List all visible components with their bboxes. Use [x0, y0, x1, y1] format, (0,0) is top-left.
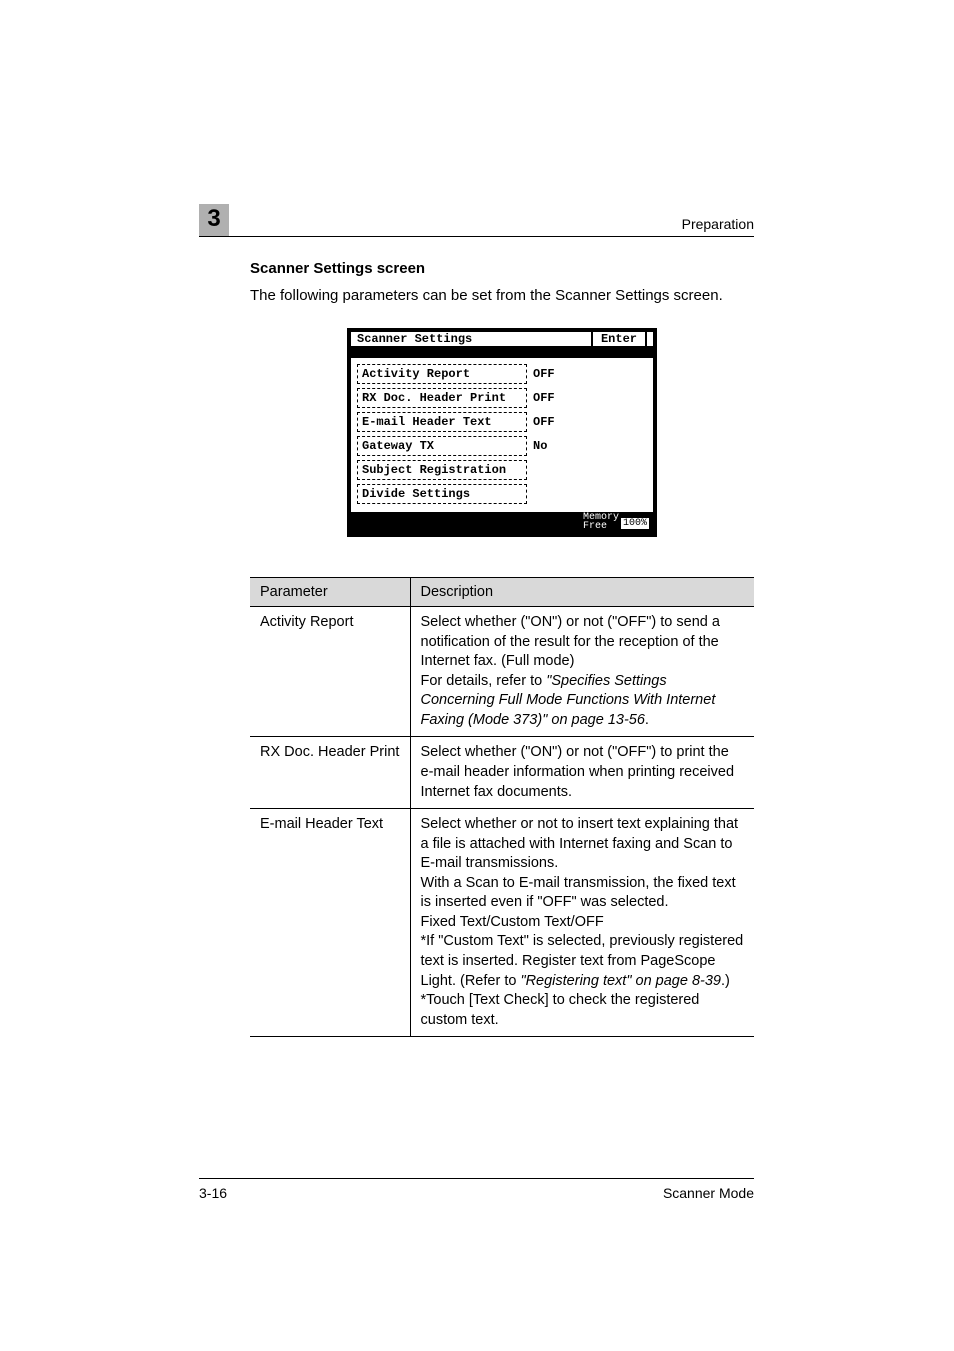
table-cell-description: Select whether ("ON") or not ("OFF") to …	[410, 737, 754, 809]
desc-reference: "Registering text" on page 8-39	[520, 973, 721, 989]
lcd-title: Scanner Settings	[351, 329, 478, 349]
section-heading: Scanner Settings screen	[250, 260, 754, 277]
page-container: 3 Preparation Scanner Settings screen Th…	[0, 0, 954, 1351]
lcd-item-button: RX Doc. Header Print	[357, 388, 527, 408]
content-area: Scanner Settings screen The following pa…	[250, 260, 754, 1037]
table-row: RX Doc. Header Print Select whether ("ON…	[250, 737, 754, 809]
lcd-item-value: No	[533, 439, 547, 453]
table-row: E-mail Header Text Select whether or not…	[250, 809, 754, 1037]
table-header-row: Parameter Description	[250, 578, 754, 607]
lcd-item-button: Gateway TX	[357, 436, 527, 456]
lcd-enter-button: Enter	[591, 330, 647, 348]
chapter-number-badge: 3	[199, 204, 229, 236]
lcd-titlebar: Scanner Settings Enter	[351, 332, 653, 358]
table-cell-description: Select whether ("ON") or not ("OFF") to …	[410, 607, 754, 737]
table-row: Activity Report Select whether ("ON") or…	[250, 607, 754, 737]
header-rule	[199, 236, 754, 237]
footer-rule	[199, 1178, 754, 1179]
footer-page-number: 3-16	[199, 1185, 227, 1201]
table-header-description: Description	[410, 578, 754, 607]
lcd-item-value: OFF	[533, 367, 555, 381]
lcd-item-button: Activity Report	[357, 364, 527, 384]
lcd-row: Subject Registration	[357, 460, 647, 480]
section-intro: The following parameters can be set from…	[250, 287, 754, 304]
desc-text: Select whether or not to insert text exp…	[421, 816, 744, 989]
parameter-table: Parameter Description Activity Report Se…	[250, 577, 754, 1037]
lcd-item-button: Subject Registration	[357, 460, 527, 480]
lcd-screenshot: Scanner Settings Enter Activity Report O…	[347, 328, 657, 537]
desc-text: Select whether ("ON") or not ("OFF") to …	[421, 744, 735, 799]
lcd-memory-label: Memory Free	[583, 513, 619, 531]
lcd-row: RX Doc. Header Print OFF	[357, 388, 647, 408]
desc-text: .	[645, 712, 649, 728]
lcd-item-button: Divide Settings	[357, 484, 527, 504]
table-header-parameter: Parameter	[250, 578, 410, 607]
lcd-row: Gateway TX No	[357, 436, 647, 456]
running-head: Preparation	[682, 216, 754, 232]
table-cell-parameter: RX Doc. Header Print	[250, 737, 410, 809]
table-cell-parameter: E-mail Header Text	[250, 809, 410, 1037]
lcd-row: Divide Settings	[357, 484, 647, 504]
lcd-memory-value: 100%	[621, 518, 649, 529]
lcd-item-button: E-mail Header Text	[357, 412, 527, 432]
table-cell-description: Select whether or not to insert text exp…	[410, 809, 754, 1037]
footer-mode: Scanner Mode	[663, 1185, 754, 1201]
lcd-body: Activity Report OFF RX Doc. Header Print…	[351, 358, 653, 512]
lcd-footer: Memory Free100%	[351, 512, 653, 533]
lcd-item-value: OFF	[533, 415, 555, 429]
table-cell-parameter: Activity Report	[250, 607, 410, 737]
lcd-row: Activity Report OFF	[357, 364, 647, 384]
lcd-row: E-mail Header Text OFF	[357, 412, 647, 432]
lcd-item-value: OFF	[533, 391, 555, 405]
